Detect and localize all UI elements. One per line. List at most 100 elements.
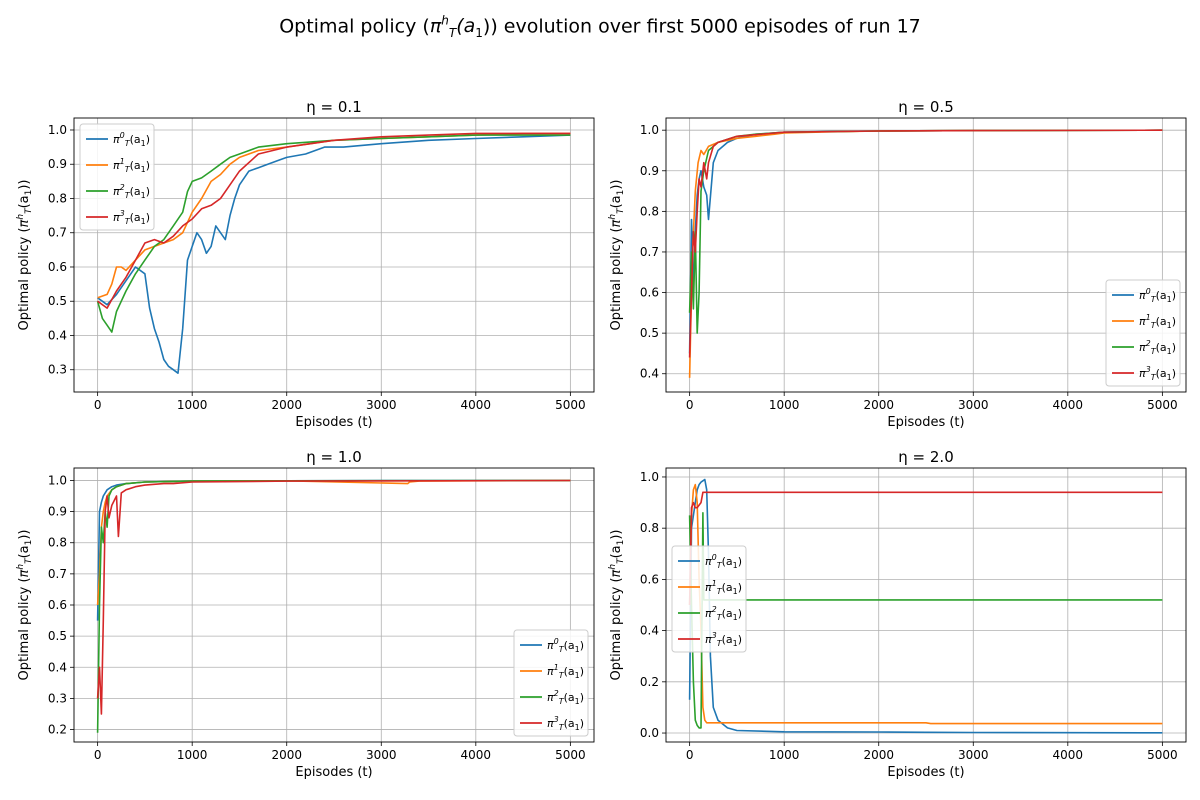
y-tick-label: 0.9 (48, 505, 67, 519)
x-tick-label: 0 (94, 748, 102, 762)
series-line-0 (688, 129, 1163, 354)
legend-label: π1T(a1) (705, 579, 742, 596)
legend-box (513, 629, 589, 737)
axes-frame (73, 117, 595, 393)
y-tick-label: 0.2 (640, 675, 659, 689)
x-axis-label: Episodes (t) (887, 765, 964, 780)
y-tick-label: 0.6 (48, 260, 67, 274)
y-tick-label: 0.7 (48, 226, 67, 240)
legend: π0T(a1) π1T(a1) π2T(a1) π3T(a1) (513, 629, 589, 737)
y-tick-label: 0.9 (640, 164, 659, 178)
series-line-3 (688, 129, 1163, 358)
y-axis-label: Optimal policy (πhT(a1)) (608, 179, 626, 330)
series-line-3 (688, 491, 1163, 606)
legend-label: π2T(a1) (705, 605, 742, 622)
legend-label: π3T(a1) (705, 631, 742, 648)
y-axis-label: Optimal policy (πhT(a1)) (16, 179, 34, 330)
series-line-0 (688, 478, 1163, 734)
title-arg: (a (456, 15, 476, 38)
subplot-4: 0 1000 2000 3000 4000 5000 0.0 0.2 0.4 0.6 0.8 1.0 η… (608, 448, 1187, 780)
series-line-3 (97, 132, 571, 309)
legend-label: π1T(a1) (1139, 313, 1176, 330)
legend-box (79, 123, 155, 231)
y-tick-label: 0.3 (48, 363, 67, 377)
x-tick-label: 3000 (366, 398, 397, 412)
y-tick-label: 1.0 (640, 470, 659, 484)
x-axis-label: Episodes (t) (887, 415, 964, 430)
series-line-1 (97, 132, 571, 299)
axes-frame (665, 117, 1187, 393)
x-tick-label: 0 (94, 398, 102, 412)
x-tick-label: 1000 (769, 398, 800, 412)
y-axis-label: Optimal policy (πhT(a1)) (608, 529, 626, 680)
x-tick-label: 5000 (1147, 748, 1178, 762)
legend-label: π0T(a1) (705, 553, 742, 570)
title-sup: h (441, 14, 449, 28)
x-tick-label: 0 (686, 748, 694, 762)
series-line-1 (688, 129, 1163, 378)
x-tick-label: 4000 (1053, 748, 1084, 762)
legend-box (1105, 279, 1181, 387)
y-tick-label: 0.8 (640, 204, 659, 218)
legend-label: π2T(a1) (1139, 339, 1176, 356)
legend-label: π0T(a1) (547, 637, 584, 654)
subplot-title: η = 0.1 (306, 98, 361, 116)
legend-label: π0T(a1) (113, 131, 150, 148)
y-tick-label: 0.4 (640, 624, 659, 638)
series-line-3 (96, 479, 571, 715)
subplot-title: η = 2.0 (898, 448, 953, 466)
y-tick-label: 0.8 (48, 536, 67, 550)
y-tick-label: 1.0 (48, 123, 67, 137)
subplot-3: 0 1000 2000 3000 4000 5000 0.2 0.3 0.4 0.5 0.6 0.7 0… (16, 448, 595, 780)
legend-label: π1T(a1) (547, 663, 584, 680)
legend-label: π3T(a1) (1139, 365, 1176, 382)
x-tick-label: 3000 (366, 748, 397, 762)
title-arg-sub: 1 (475, 26, 483, 41)
y-tick-label: 0.5 (48, 629, 67, 643)
x-tick-label: 3000 (958, 748, 989, 762)
y-tick-label: 0.0 (640, 726, 659, 740)
y-tick-label: 0.4 (48, 328, 67, 342)
series-line-0 (97, 134, 571, 374)
y-tick-label: 0.6 (48, 598, 67, 612)
x-tick-label: 4000 (1053, 398, 1084, 412)
title-sub: T (448, 26, 457, 41)
x-tick-label: 5000 (555, 748, 586, 762)
legend-label: π0T(a1) (1139, 287, 1176, 304)
subplot-title: η = 1.0 (306, 448, 361, 466)
y-tick-label: 0.6 (640, 286, 659, 300)
series-line-1 (688, 483, 1163, 725)
x-axis-label: Episodes (t) (295, 415, 372, 430)
x-tick-label: 2000 (271, 398, 302, 412)
x-axis-label: Episodes (t) (295, 765, 372, 780)
series-line-0 (96, 479, 571, 621)
x-tick-label: 2000 (271, 748, 302, 762)
legend-label: π1T(a1) (113, 157, 150, 174)
series-line-2 (96, 479, 571, 733)
y-tick-label: 0.9 (48, 157, 67, 171)
legend: π0T(a1) π1T(a1) π2T(a1) π3T(a1) (671, 545, 747, 653)
y-tick-label: 1.0 (48, 473, 67, 487)
x-tick-label: 0 (686, 398, 694, 412)
x-tick-label: 1000 (177, 398, 208, 412)
title-pi: π (429, 15, 442, 38)
legend-box (671, 545, 747, 653)
legend: π0T(a1) π1T(a1) π2T(a1) π3T(a1) (1105, 279, 1181, 387)
y-axis-label: Optimal policy (πhT(a1)) (16, 529, 34, 680)
y-tick-label: 1.0 (640, 123, 659, 137)
title-suffix: )) evolution over first 5000 episodes of… (482, 15, 921, 38)
x-tick-label: 2000 (863, 398, 894, 412)
legend-label: π2T(a1) (113, 183, 150, 200)
series-line-2 (688, 129, 1163, 334)
y-tick-label: 0.8 (640, 521, 659, 535)
title-prefix: Optimal policy ( (279, 15, 430, 38)
subplot-1: 0 1000 2000 3000 4000 5000 0.3 0.4 0.5 0.6 0.7 0.8 0… (16, 98, 595, 430)
y-tick-label: 0.7 (48, 567, 67, 581)
y-tick-label: 0.5 (640, 326, 659, 340)
legend-label: π2T(a1) (547, 689, 584, 706)
y-tick-label: 0.5 (48, 294, 67, 308)
y-tick-label: 0.4 (48, 660, 67, 674)
x-tick-label: 5000 (1147, 398, 1178, 412)
